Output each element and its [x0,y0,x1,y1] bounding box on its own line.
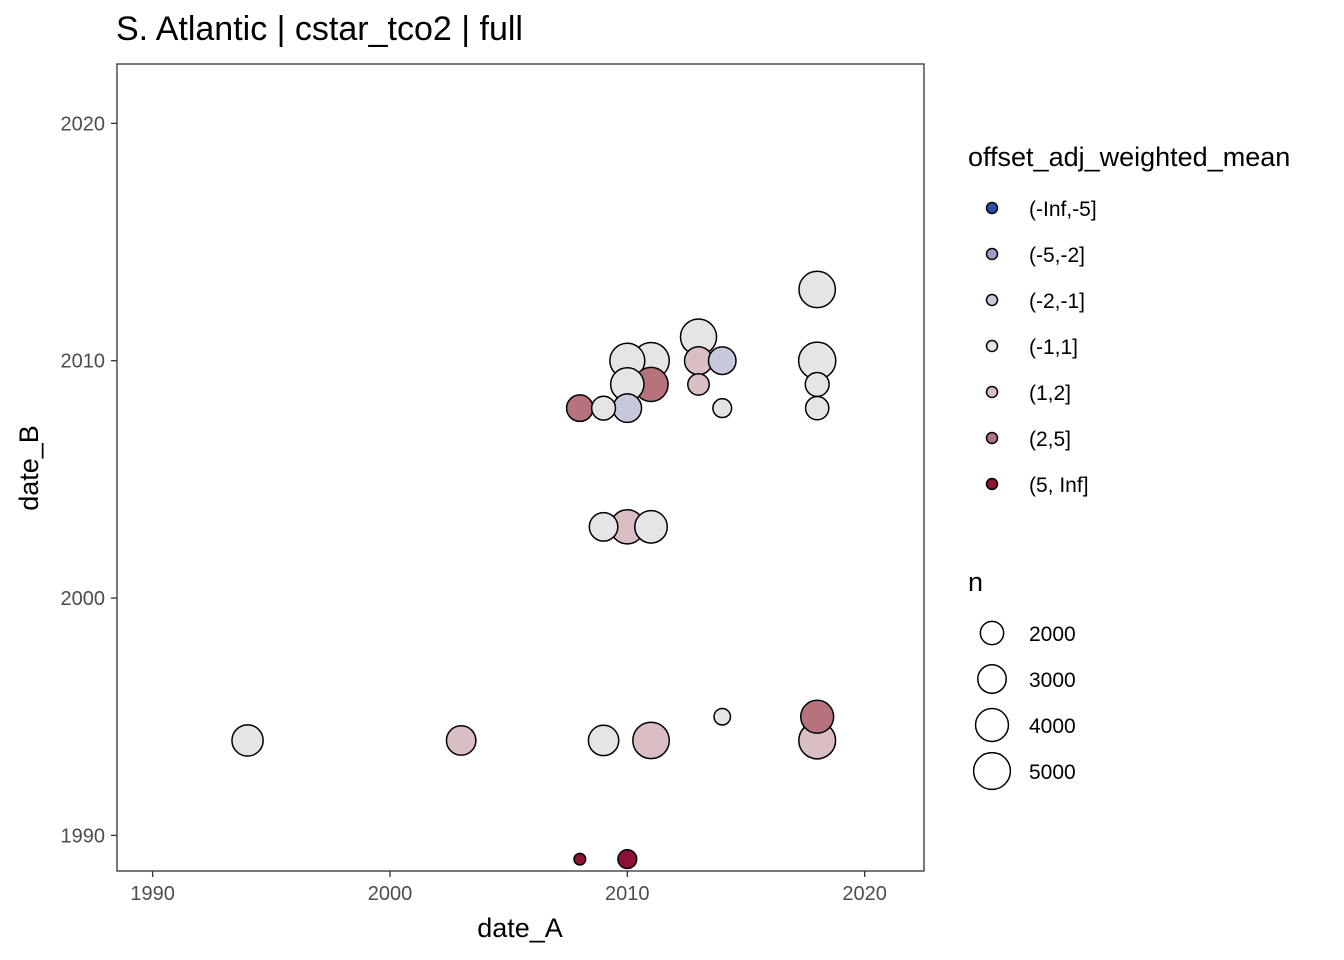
data-point [588,511,619,542]
data-point [565,394,594,423]
data-point [799,699,835,734]
color-legend-key [985,477,999,491]
color-legend-label: (-1,1] [1029,336,1078,359]
size-legend-key [974,707,1010,743]
color-legend-key [985,431,999,445]
size-legend-label: 2000 [1029,623,1076,646]
size-legend-key [972,751,1012,791]
y-tick-label: 2010 [61,351,106,373]
y-tick-label: 2020 [61,113,106,135]
data-points [231,270,837,870]
x-tick-label: 2010 [605,883,650,905]
data-point [573,852,587,866]
size-legend-title: n [968,567,983,597]
size-legend-key [977,664,1007,694]
color-legend-key [985,293,999,307]
color-legend-key [985,247,999,261]
data-point [445,724,477,756]
data-point [612,393,643,424]
x-tick-label: 2020 [842,883,887,905]
color-legend-label: (1,2] [1029,382,1071,405]
x-axis: 1990 2000 2010 2020 [130,871,887,905]
chart-title: S. Atlantic | cstar_tco2 | full [116,10,523,48]
data-point [712,398,733,419]
data-point [231,724,264,757]
color-legend-label: (5, Inf] [1029,474,1089,497]
color-legend-label: (-Inf,-5] [1029,198,1097,221]
size-legend-label: 4000 [1029,715,1076,738]
data-point [587,724,620,757]
size-legend-label: 5000 [1029,761,1076,784]
data-point [617,849,638,870]
color-legend-label: (2,5] [1029,428,1071,451]
color-legend: offset_adj_weighted_mean (-Inf,-5] (-5,-2… [968,142,1290,497]
data-point [634,509,669,544]
size-legend: n 2000 3000 4000 5000 [968,567,1076,791]
size-legend-label: 3000 [1029,669,1076,692]
color-legend-key [985,339,999,353]
data-point [713,707,732,726]
color-legend-label: (-5,-2] [1029,244,1085,267]
y-tick-label: 2000 [61,588,106,610]
x-tick-label: 2000 [368,883,413,905]
x-tick-label: 1990 [130,883,175,905]
size-legend-key [979,620,1005,646]
data-point [707,346,737,376]
data-point [687,372,710,396]
color-legend-label: (-2,-1] [1029,290,1085,313]
data-point [632,721,670,760]
data-point [798,270,837,309]
y-axis-title: date_B [14,425,44,511]
color-legend-key [985,385,999,399]
x-axis-title: date_A [477,913,563,943]
y-axis: 1990 2000 2010 2020 [61,113,117,847]
data-point [804,395,830,421]
color-legend-key [985,201,999,215]
color-legend-title: offset_adj_weighted_mean [968,142,1290,172]
data-point [804,371,830,398]
data-point [590,395,617,421]
y-tick-label: 1990 [61,825,106,847]
